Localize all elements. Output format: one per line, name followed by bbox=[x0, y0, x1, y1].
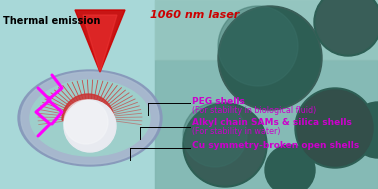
Text: PEG shells: PEG shells bbox=[192, 97, 245, 106]
Polygon shape bbox=[75, 10, 125, 72]
Circle shape bbox=[350, 102, 378, 158]
Text: (For stability in water): (For stability in water) bbox=[192, 127, 280, 136]
Circle shape bbox=[220, 8, 320, 108]
Text: Alkyl chain SAMs & silica shells: Alkyl chain SAMs & silica shells bbox=[192, 118, 352, 127]
Circle shape bbox=[183, 103, 247, 167]
Circle shape bbox=[64, 100, 108, 144]
Ellipse shape bbox=[21, 72, 159, 164]
Ellipse shape bbox=[30, 80, 150, 156]
Circle shape bbox=[183, 103, 267, 187]
Polygon shape bbox=[73, 107, 104, 120]
Circle shape bbox=[185, 105, 265, 185]
Text: (For stability in biological fluid): (For stability in biological fluid) bbox=[192, 106, 316, 115]
Bar bbox=[155, 0, 378, 60]
Circle shape bbox=[218, 6, 298, 86]
Circle shape bbox=[218, 6, 322, 110]
Circle shape bbox=[316, 0, 378, 54]
Circle shape bbox=[64, 100, 116, 152]
Bar bbox=[155, 0, 378, 189]
Ellipse shape bbox=[18, 70, 162, 166]
Circle shape bbox=[265, 145, 315, 189]
Polygon shape bbox=[83, 15, 117, 72]
Text: 1060 nm laser: 1060 nm laser bbox=[150, 10, 240, 20]
Circle shape bbox=[314, 0, 378, 56]
Circle shape bbox=[295, 88, 375, 168]
Bar bbox=[155, 60, 378, 189]
Text: Thermal emission: Thermal emission bbox=[3, 16, 101, 26]
Text: Cu symmetry-broken open shells: Cu symmetry-broken open shells bbox=[192, 141, 359, 150]
Polygon shape bbox=[62, 94, 114, 120]
Circle shape bbox=[297, 90, 373, 166]
